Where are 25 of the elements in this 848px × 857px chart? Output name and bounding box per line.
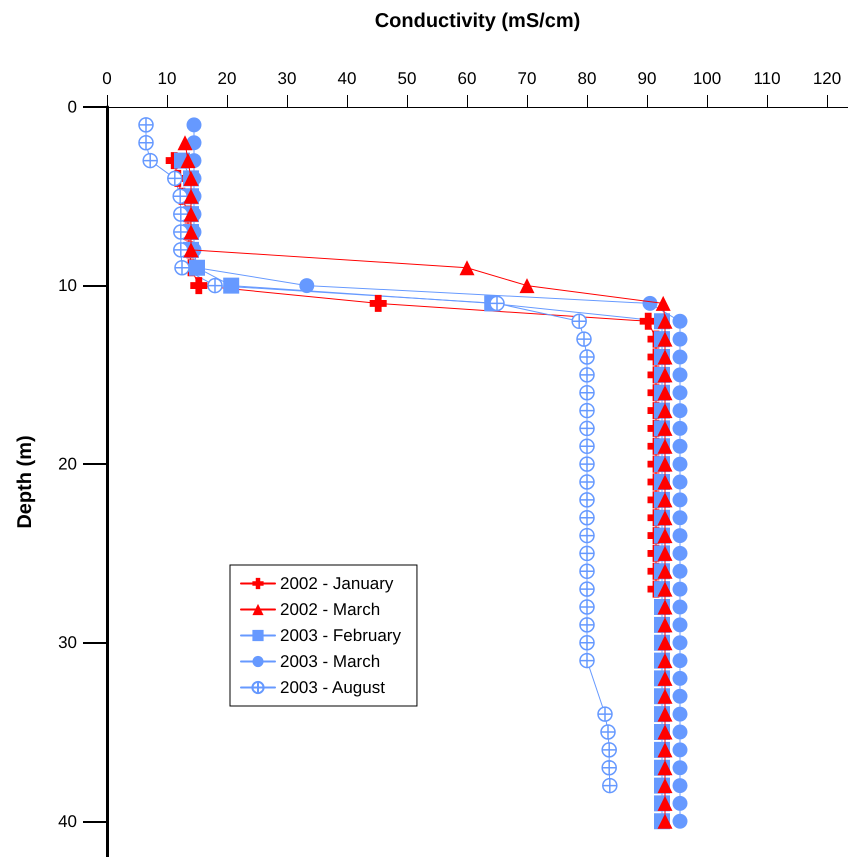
legend-label: 2002 - January bbox=[280, 574, 394, 593]
x-axis-title: Conductivity (mS/cm) bbox=[374, 10, 580, 32]
y-axis-title: Depth (m) bbox=[14, 435, 36, 529]
y-tick-label: 20 bbox=[58, 454, 77, 474]
legend-label: 2003 - February bbox=[280, 626, 402, 645]
x-tick-label: 40 bbox=[338, 69, 356, 88]
x-tick-label: 10 bbox=[158, 69, 176, 88]
x-tick-label: 50 bbox=[398, 69, 416, 88]
legend-label: 2003 - August bbox=[280, 678, 386, 697]
x-tick-label: 20 bbox=[218, 69, 236, 88]
x-tick-label: 30 bbox=[278, 69, 296, 88]
x-tick-label: 120 bbox=[812, 69, 842, 88]
legend-label: 2002 - March bbox=[280, 600, 380, 619]
x-tick-label: 100 bbox=[692, 69, 722, 88]
x-tick-label: 70 bbox=[518, 69, 536, 88]
x-tick-label: 80 bbox=[578, 69, 596, 88]
x-tick-label: 60 bbox=[458, 69, 476, 88]
y-tick-label: 30 bbox=[58, 633, 77, 652]
x-tick-label: 0 bbox=[102, 69, 112, 88]
x-tick-label: 90 bbox=[638, 69, 656, 88]
y-tick-label: 0 bbox=[68, 98, 77, 116]
legend-label: 2003 - March bbox=[280, 652, 380, 671]
y-tick-label: 40 bbox=[58, 812, 77, 831]
y-tick-label: 10 bbox=[58, 276, 77, 296]
x-tick-label: 110 bbox=[753, 69, 781, 88]
